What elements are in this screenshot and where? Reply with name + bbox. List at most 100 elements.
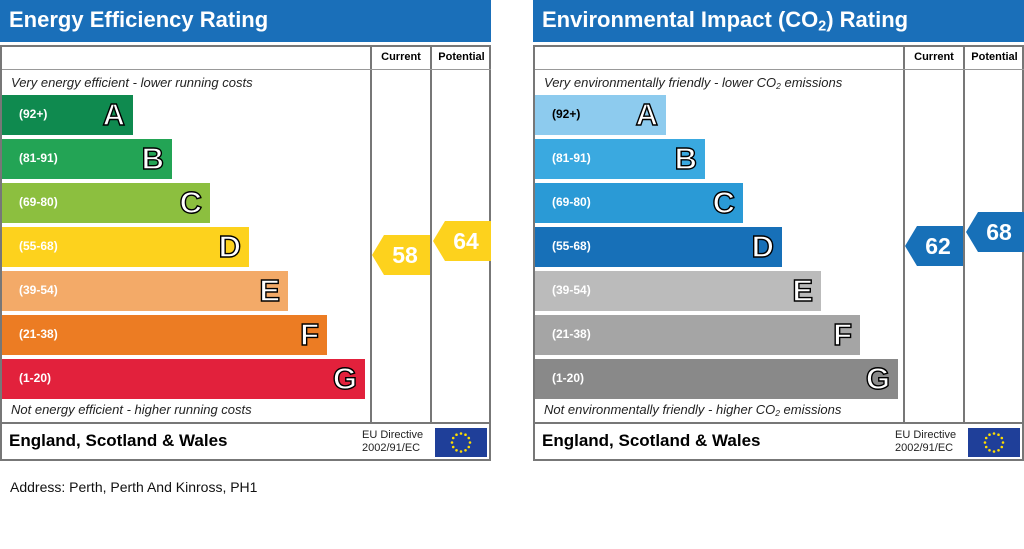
rating-band-f: (21-38) F: [2, 315, 327, 355]
band-range-label: (92+): [552, 107, 581, 121]
address-text: Address: Perth, Perth And Kinross, PH1: [10, 479, 258, 495]
eu-star: [468, 441, 472, 444]
band-letter: A: [635, 96, 659, 132]
rating-band-b: (81-91) B: [535, 139, 705, 179]
eu-star: [455, 448, 458, 452]
environment-chart-frame: Current Potential Very environmentally f…: [533, 45, 1024, 461]
band-letter: F: [832, 316, 852, 352]
eu-star: [467, 445, 471, 449]
column-divider: [430, 47, 432, 422]
band-range-label: (21-38): [552, 327, 591, 341]
rating-band-c: (69-80) C: [2, 183, 210, 223]
column-divider: [903, 47, 905, 422]
band-range-label: (81-91): [552, 151, 591, 165]
eu-star: [451, 436, 455, 440]
eu-star: [997, 448, 1000, 452]
eu-flag-icon: [435, 428, 487, 457]
energy-current-value: 58: [392, 242, 418, 268]
band-range-label: (55-68): [552, 239, 591, 253]
eu-star: [1000, 445, 1004, 449]
friendly-note: Very environmentally friendly - lower CO…: [544, 75, 843, 92]
unfriendly-note: Not environmentally friendly - higher CO…: [544, 402, 842, 419]
eu-star: [984, 445, 988, 449]
energy-efficiency-panel: Energy Efficiency Rating Current Potenti…: [0, 0, 491, 461]
potential-column-header: Potential: [971, 51, 1018, 63]
rating-band-g: (1-20) G: [535, 359, 898, 399]
energy-potential-rating-arrow: 64: [433, 221, 491, 261]
eu-star: [988, 448, 991, 452]
rating-band-c: (69-80) C: [535, 183, 743, 223]
band-range-label: (55-68): [19, 239, 58, 253]
header-divider: [535, 69, 1024, 70]
environment-potential-value: 68: [986, 219, 1012, 245]
footer-divider: [2, 422, 491, 424]
eu-directive-line2: 2002/91/EC: [362, 442, 421, 454]
header-divider: [2, 69, 491, 70]
band-letter: G: [332, 360, 358, 396]
column-divider: [963, 47, 965, 422]
band-range-label: (92+): [19, 107, 48, 121]
current-column-header: Current: [914, 51, 954, 63]
region-label: England, Scotland & Wales: [9, 431, 228, 450]
eu-star: [997, 433, 1000, 437]
energy-potential-value: 64: [453, 228, 479, 254]
footer-divider: [535, 422, 1024, 424]
eu-directive-line1: EU Directive: [362, 429, 424, 441]
energy-chart-frame: Current Potential Very energy efficient …: [0, 45, 491, 461]
band-letter: G: [865, 360, 891, 396]
band-letter: B: [674, 140, 698, 176]
eu-star: [464, 448, 467, 452]
rating-band-a: (92+) A: [2, 95, 133, 135]
environment-potential-rating-arrow: 68: [966, 212, 1024, 252]
eu-directive-label: EU Directive 2002/91/EC: [895, 429, 956, 455]
eu-star: [1000, 436, 1004, 440]
eu-star: [455, 433, 458, 437]
eu-star: [984, 436, 988, 440]
energy-current-rating-arrow: 58: [372, 235, 430, 275]
band-letter: D: [751, 228, 775, 264]
band-letter: C: [179, 184, 203, 220]
region-label: England, Scotland & Wales: [542, 431, 761, 450]
band-range-label: (1-20): [552, 371, 585, 385]
environmental-impact-panel: Environmental Impact (CO2) Rating Curren…: [533, 0, 1024, 461]
rating-band-e: (39-54) E: [2, 271, 288, 311]
band-range-label: (1-20): [19, 371, 52, 385]
eu-star: [983, 441, 987, 444]
efficient-note: Very energy efficient - lower running co…: [11, 75, 253, 90]
band-letter: F: [299, 316, 319, 352]
rating-band-b: (81-91) B: [2, 139, 172, 179]
band-letter: E: [792, 272, 814, 308]
eu-directive-label: EU Directive 2002/91/EC: [362, 429, 423, 455]
band-range-label: (21-38): [19, 327, 58, 341]
rating-band-d: (55-68) D: [535, 227, 782, 267]
eu-star: [451, 445, 455, 449]
band-range-label: (69-80): [19, 195, 58, 209]
eu-star: [992, 432, 996, 435]
rating-band-e: (39-54) E: [535, 271, 821, 311]
rating-band-g: (1-20) G: [2, 359, 365, 399]
environment-current-rating-arrow: 62: [905, 226, 963, 266]
band-letter: E: [259, 272, 281, 308]
inefficient-note: Not energy efficient - higher running co…: [11, 402, 252, 417]
eu-star: [459, 432, 463, 435]
eu-star: [1001, 441, 1005, 444]
potential-column-header: Potential: [438, 51, 485, 63]
energy-title: Energy Efficiency Rating: [0, 0, 491, 42]
band-range-label: (39-54): [19, 283, 58, 297]
environment-title: Environmental Impact (CO2) Rating: [533, 0, 1024, 42]
band-letter: C: [712, 184, 736, 220]
eu-star: [992, 450, 996, 453]
band-letter: D: [218, 228, 242, 264]
band-letter: A: [102, 96, 126, 132]
current-column-header: Current: [381, 51, 421, 63]
eu-directive-line2: 2002/91/EC: [895, 442, 954, 454]
eu-directive-line1: EU Directive: [895, 429, 957, 441]
band-letter: B: [141, 140, 165, 176]
band-range-label: (81-91): [19, 151, 58, 165]
band-range-label: (39-54): [552, 283, 591, 297]
eu-star: [450, 441, 454, 444]
eu-star: [467, 436, 471, 440]
band-range-label: (69-80): [552, 195, 591, 209]
column-divider: [370, 47, 372, 422]
rating-band-d: (55-68) D: [2, 227, 249, 267]
